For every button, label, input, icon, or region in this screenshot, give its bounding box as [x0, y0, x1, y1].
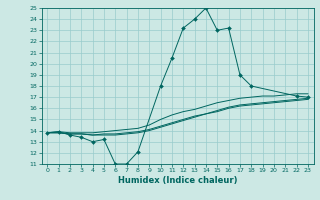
X-axis label: Humidex (Indice chaleur): Humidex (Indice chaleur) — [118, 176, 237, 185]
